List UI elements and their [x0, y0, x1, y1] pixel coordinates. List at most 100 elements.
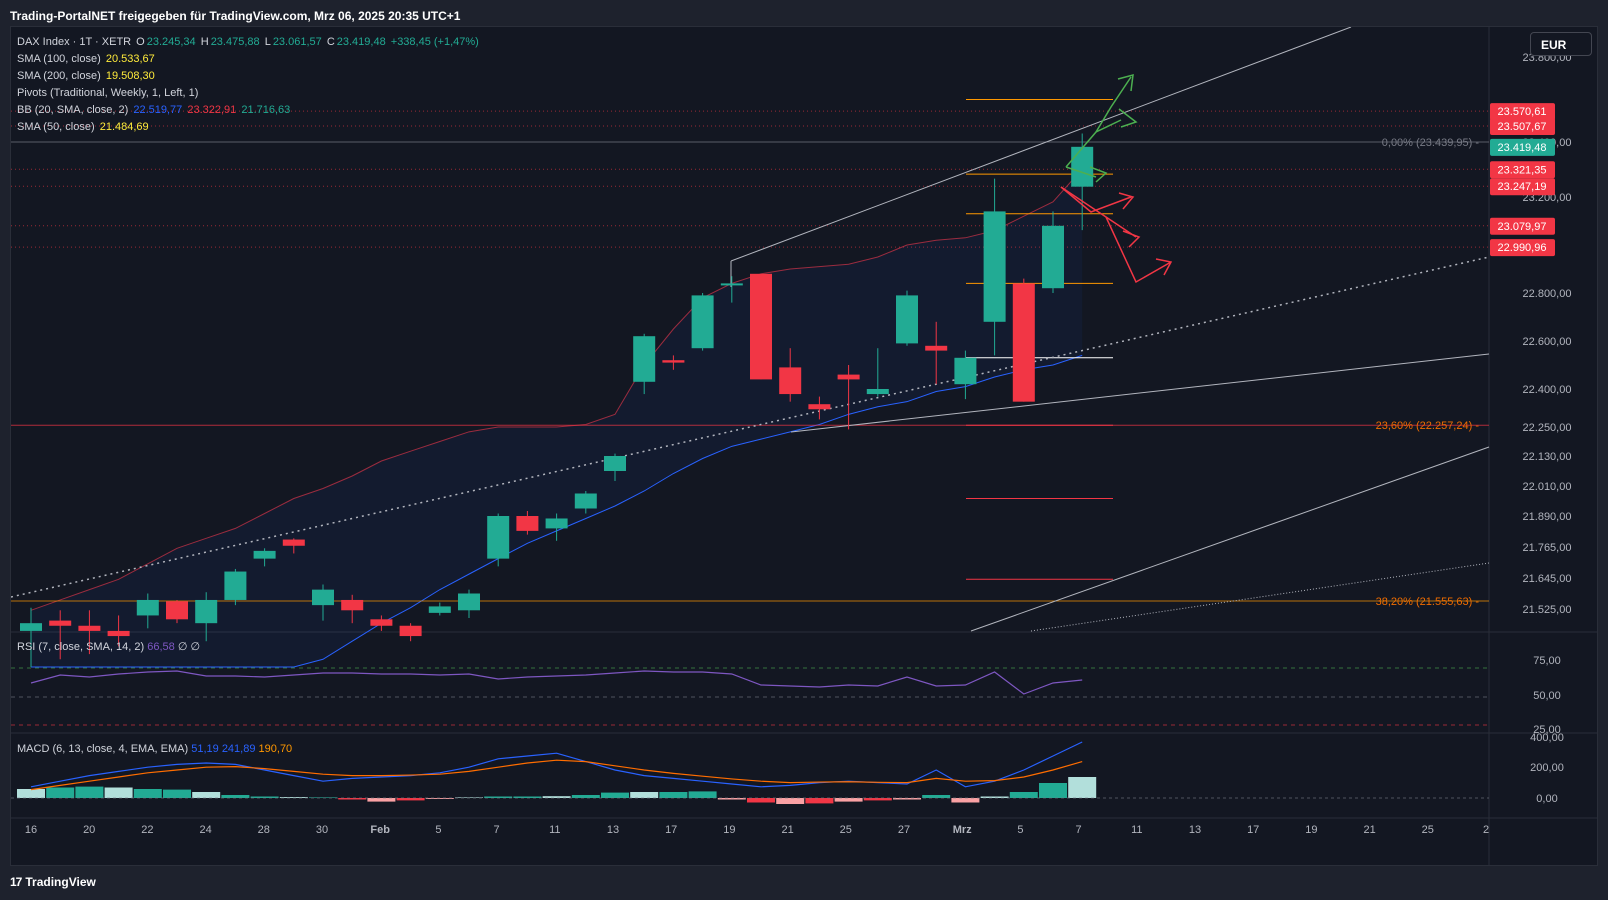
legend-sma100-label: SMA (100, close): [17, 53, 101, 65]
price-axis-tick: 21.765,00: [1523, 542, 1572, 554]
candle-body: [954, 357, 977, 385]
legend-pivots-label: Pivots (Traditional, Weekly, 1, Left, 1): [17, 87, 199, 99]
time-axis-tick: 22: [141, 824, 153, 836]
time-axis-tick: 17: [665, 824, 677, 836]
legend-c-label: C: [326, 36, 335, 48]
legend-sma200-row[interactable]: SMA (200, close) 19.508,30: [17, 68, 481, 85]
macd-histogram-bar: [17, 789, 45, 798]
macd-histogram-bar: [542, 796, 571, 798]
legend-o-label: O: [136, 36, 145, 48]
legend-bb-label: BB (20, SMA, close, 2): [17, 104, 129, 116]
legend-l-label: L: [264, 36, 271, 48]
candle-body: [896, 295, 918, 344]
macd-histogram-bar: [951, 798, 980, 803]
candle-body: [341, 599, 364, 611]
tradingview-logo-icon: 17: [10, 875, 22, 889]
macd-axis-tick: 200,00: [1530, 762, 1564, 774]
time-axis-tick: Feb: [370, 824, 390, 836]
rsi-axis-tick: 25,00: [1533, 724, 1561, 736]
candle-body: [224, 571, 247, 600]
candle-body: [282, 539, 305, 546]
share-header-text: Trading-PortalNET freigegeben für Tradin…: [10, 9, 461, 23]
time-axis-tick: 5: [1017, 824, 1023, 836]
projection-arrow-down-2: [1060, 186, 1135, 213]
candle-body: [691, 295, 714, 349]
channel-upper-line: [730, 27, 1352, 262]
legend-pivots-row[interactable]: Pivots (Traditional, Weekly, 1, Left, 1): [17, 85, 481, 102]
legend-sma50-row[interactable]: SMA (50, close) 21.484,69: [17, 119, 481, 136]
chart-canvas[interactable]: 0,00% (23.439,95) - 23,60% (22.257,24) - 3…: [11, 27, 1597, 865]
price-badge: [1490, 178, 1555, 196]
chart-frame[interactable]: 0,00% (23.439,95) - 23,60% (22.257,24) - 3…: [10, 26, 1598, 866]
fib-level-label: 23,60% (22.257,24) -: [1376, 420, 1480, 432]
macd-histogram-bar: [922, 795, 951, 798]
time-axis-tick: 13: [607, 824, 619, 836]
fib-level-label: 38,20% (21.555,63) -: [1376, 596, 1480, 608]
currency-button[interactable]: EUR: [1530, 32, 1592, 56]
candle-body: [195, 599, 218, 624]
macd-histogram-bar: [104, 787, 133, 798]
price-axis-tick: 21.645,00: [1523, 573, 1572, 585]
bollinger-upper-line: [30, 168, 1083, 611]
candle-body: [633, 336, 656, 382]
macd-line: [30, 741, 1083, 788]
candle-body: [1071, 146, 1094, 187]
candle-body: [516, 516, 539, 531]
price-badge: [1490, 103, 1555, 121]
macd-histogram-bar: [1068, 777, 1097, 798]
legend-open: 23.245,34: [146, 36, 196, 48]
candle-body: [574, 493, 597, 509]
time-axis-tick: 13: [1189, 824, 1201, 836]
time-axis-tick: 2: [1483, 824, 1489, 836]
candle-body: [662, 360, 685, 363]
price-axis-tick: 22.800,00: [1523, 288, 1572, 300]
fib-level-label: 0,00% (23.439,95) -: [1382, 137, 1480, 149]
time-axis-tick: 27: [898, 824, 910, 836]
candle-body: [107, 630, 130, 637]
candle-body: [983, 211, 1006, 322]
macd-histogram-bar: [1039, 783, 1067, 798]
channel-lower-line-2: [970, 446, 1490, 632]
macd-histogram-bar: [893, 798, 921, 800]
time-axis-tick: 5: [435, 824, 441, 836]
dotted-lower-line: [1030, 562, 1490, 632]
macd-axis-tick: 0,00: [1536, 793, 1557, 805]
time-axis-tick: 19: [1305, 824, 1317, 836]
candle-body: [720, 283, 743, 286]
macd-histogram-bar: [192, 792, 221, 798]
macd-legend[interactable]: MACD (6, 13, close, 4, EMA, EMA) 51,19 2…: [17, 743, 292, 755]
rsi-legend-label: RSI (7, close, SMA, 14, 2): [17, 641, 145, 653]
candle-body: [866, 389, 889, 395]
time-axis-tick: 19: [723, 824, 735, 836]
macd-axis-tick: 400,00: [1530, 732, 1564, 744]
candle-body: [808, 404, 831, 410]
channel-lower-line: [790, 353, 1490, 433]
dotted-trend-line: [11, 256, 1490, 598]
time-axis-tick: 7: [494, 824, 500, 836]
price-axis-tick: 21.890,00: [1523, 511, 1572, 523]
legend-h-label: H: [200, 36, 209, 48]
legend-close: 23.419,48: [336, 36, 386, 48]
legend-bb-upper: 23.322,91: [187, 104, 237, 116]
price-axis-tick: 22.400,00: [1523, 384, 1572, 396]
legend-sma100-row[interactable]: SMA (100, close) 20.533,67: [17, 51, 481, 68]
macd-histogram-bar: [659, 792, 688, 798]
legend-bb-row[interactable]: BB (20, SMA, close, 2) 22.519,77 23.322,…: [17, 102, 481, 119]
time-axis-tick: 7: [1076, 824, 1082, 836]
macd-legend-hist: 190,70: [258, 743, 293, 755]
tradingview-footer: 17 TradingView: [10, 875, 96, 889]
macd-legend-signal: 241,89: [221, 743, 256, 755]
time-axis-tick: 24: [199, 824, 211, 836]
price-badge: [1490, 117, 1555, 135]
rsi-legend[interactable]: RSI (7, close, SMA, 14, 2) 66,58 ∅ ∅: [17, 640, 200, 653]
macd-histogram-bar: [805, 798, 834, 804]
candle-body: [136, 599, 159, 616]
macd-histogram-bar: [747, 798, 775, 803]
macd-histogram-bar: [250, 796, 279, 798]
macd-histogram-bar: [46, 787, 75, 798]
legend-symbol[interactable]: DAX Index · 1T · XETR: [17, 36, 132, 48]
candle-body: [779, 367, 802, 395]
macd-histogram-bar: [133, 789, 162, 798]
candle-body: [399, 625, 422, 637]
macd-histogram-bar: [221, 795, 250, 798]
